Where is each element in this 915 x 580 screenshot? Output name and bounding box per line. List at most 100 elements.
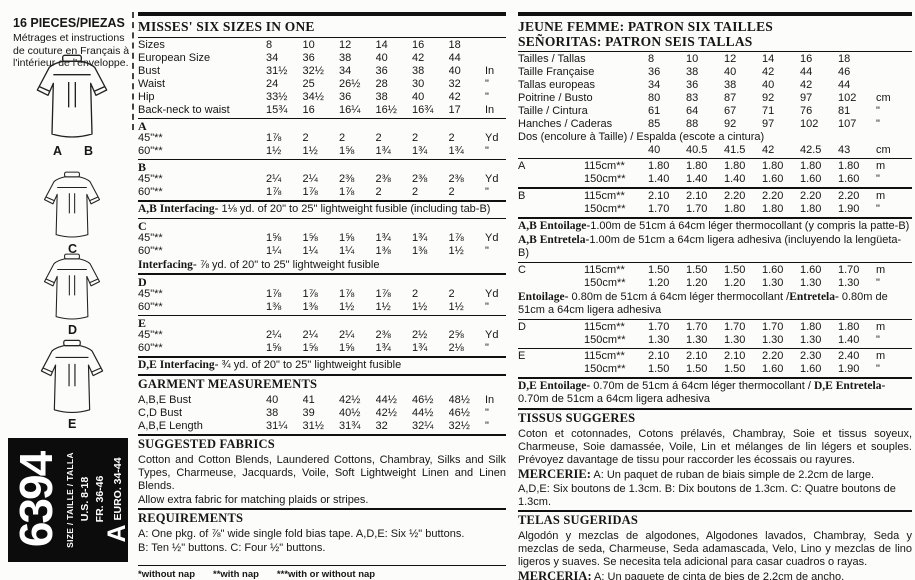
- value-cell: 38: [339, 52, 352, 64]
- value-cell: 1.80: [838, 160, 860, 172]
- value-cell: 87: [724, 92, 737, 104]
- view-e-shirt-diagram: [32, 338, 112, 418]
- value-cell: 25: [302, 78, 315, 90]
- row-label: Waist: [138, 78, 166, 90]
- unit-cell: ": [485, 145, 489, 157]
- unit-cell: In: [485, 104, 495, 116]
- unit-cell: m: [876, 263, 886, 276]
- value-cell: 64: [686, 105, 699, 117]
- body-measurements-table: Sizes 8 10 12 14 16 18 European Size 34 36 38 40 42 4…: [138, 39, 506, 117]
- interfacing-c-line: Interfacing- ⅞ yd. of 20" to 25" lightwe…: [138, 259, 506, 273]
- value-cell: 31¾: [339, 419, 361, 432]
- row-label: 60"**: [138, 145, 163, 157]
- row-label: C: [518, 263, 526, 276]
- entretela-ab-label: A,B Entretela-: [518, 233, 590, 246]
- value-cell: 15¾: [266, 104, 288, 116]
- value-cell: 14: [762, 53, 775, 65]
- section-d-label: D: [138, 275, 147, 289]
- unit-cell: ": [485, 91, 489, 103]
- unit-cell: [876, 66, 912, 79]
- unit-cell: ": [876, 203, 880, 215]
- divider: [518, 347, 912, 349]
- value-cell: 2: [448, 186, 455, 198]
- value-cell: 2⅜: [412, 173, 428, 185]
- divider: [518, 158, 912, 159]
- value-cell: 1.50: [724, 263, 746, 276]
- value-cell: 32½: [448, 419, 470, 432]
- value-cell: 44½: [412, 406, 434, 419]
- requirements-line2: B: Ten ½" buttons. C: Four ½" buttons.: [138, 541, 326, 554]
- value-cell: 24: [266, 78, 279, 90]
- value-cell: 61: [648, 105, 661, 117]
- unit-cell: In: [485, 393, 495, 406]
- value-cell: 1.80: [724, 203, 746, 215]
- value-cell: 92: [762, 92, 775, 104]
- value-cell: 1.30: [838, 276, 860, 289]
- value-cell: 44½: [375, 393, 397, 406]
- value-cell: 18: [448, 39, 461, 51]
- unit-cell: ": [876, 118, 880, 130]
- interfacing-c-text: ⅞ yd. of 20" to 25" lightweight fusible: [196, 258, 380, 271]
- value-cell: 1¼: [266, 244, 282, 257]
- value-cell: 34: [339, 65, 352, 77]
- value-cell: 1⅞: [266, 288, 282, 300]
- value-cell: 1.80: [686, 160, 708, 172]
- divider: [138, 159, 506, 160]
- pieces-count-title: 16 PIECES/PIEZAS: [13, 16, 125, 30]
- value-cell: 2¼: [302, 329, 318, 341]
- value-cell: 42: [448, 91, 461, 103]
- value-cell: 26½: [339, 78, 361, 90]
- row-sublabel: 150cm**: [584, 203, 626, 215]
- value-cell: 83: [686, 92, 699, 104]
- row-label: 45"**: [138, 231, 163, 244]
- entretela-ab-line: A,B Entretela-1.00m de 51cm a 64cm liger…: [518, 234, 912, 261]
- value-cell: 2.20: [724, 190, 746, 202]
- value-cell: 1.80: [800, 320, 822, 333]
- value-cell: 38: [686, 66, 699, 78]
- row-label: 45"**: [138, 329, 163, 341]
- value-cell: 1½: [375, 301, 391, 313]
- value-cell: 14: [375, 39, 388, 51]
- interfacing-de-label: D,E Interfacing-: [138, 359, 219, 371]
- english-column: MISSES' SIX SIZES IN ONE Sizes 8 10 12 14 16 1…: [138, 12, 506, 580]
- euro-size-range: A EURO. 34-44: [103, 438, 128, 562]
- divider: [518, 261, 912, 263]
- value-cell: 1.30: [800, 276, 822, 289]
- divider: [518, 187, 912, 189]
- value-cell: 1¾: [412, 342, 428, 354]
- value-cell: 1.90: [838, 203, 860, 215]
- yardage-table-c: 45"** 1⅝ 1⅝ 1⅝ 1¾ 1¾ 1⅞ Yd 60"** 1¼ 1¼ 1¼ 1⅜ 1⅜ 1½ ": [138, 232, 506, 258]
- value-cell: 41: [302, 393, 315, 406]
- value-cell: 1⅞: [375, 288, 391, 300]
- divider: [518, 51, 912, 52]
- unit-cell: [876, 79, 912, 92]
- value-cell: 1.30: [762, 276, 784, 289]
- value-cell: 1.70: [724, 320, 746, 333]
- value-cell: 40: [375, 52, 388, 64]
- value-cell: 1¾: [375, 231, 391, 244]
- value-cell: 1.80: [762, 160, 784, 172]
- metric-table-a: A 115cm** 1.80 1.80 1.80 1.80 1.80 1.80 m 150cm**…: [518, 160, 912, 186]
- metric-table-b: B 115cm** 2.10 2.10 2.20 2.20 2.20 2.20 m 150cm**…: [518, 190, 912, 216]
- divider: [518, 376, 912, 379]
- value-cell: 1.40: [648, 173, 670, 185]
- pattern-number-box: 6394 SIZE / TAILLE / TALLA U.S. 8-18 FR.…: [8, 438, 128, 562]
- row-label: [518, 144, 648, 157]
- value-cell: 1⅜: [302, 301, 318, 313]
- row-label: Hanches / Caderas: [518, 118, 613, 130]
- value-cell: 1⅞: [302, 186, 318, 198]
- body-measurements-table-metric: Tailles / Tallas 8 10 12 14 16 18 Taille França…: [518, 53, 912, 157]
- value-cell: 1⅝: [266, 342, 282, 354]
- value-cell: 39: [302, 406, 315, 419]
- interfacing-de-text: ¾ yd. of 20" to 25" lightweight fusible: [218, 359, 402, 371]
- value-cell: 1.50: [686, 362, 708, 375]
- value-cell: 2⅝: [448, 329, 464, 341]
- row-label: E: [518, 349, 526, 362]
- requirements-line1: A: One pkg. of ⅞" wide single fold bias …: [138, 527, 465, 540]
- unit-cell: ": [485, 406, 489, 419]
- value-cell: 81: [838, 105, 851, 117]
- row-label: A,B,E Bust: [138, 393, 192, 406]
- row-label: [518, 277, 584, 290]
- footnote-with-or-without-nap: ***with or without nap: [276, 568, 376, 580]
- value-cell: 42½: [375, 406, 397, 419]
